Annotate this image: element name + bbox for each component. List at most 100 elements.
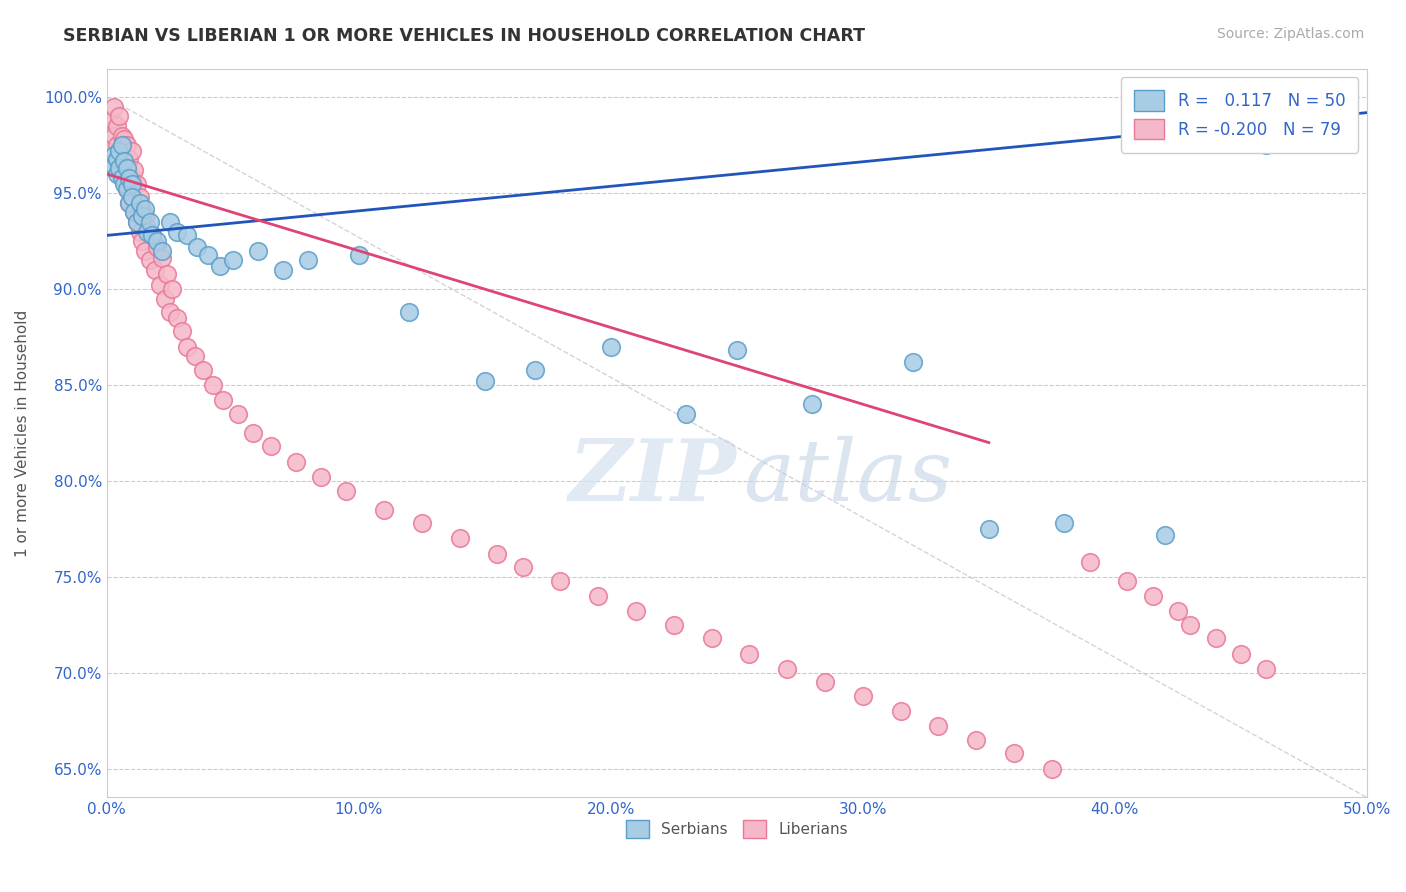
Point (141, 228, 163, 243)
Point (1116, 574, 1139, 588)
Point (1002, 747, 1025, 761)
Point (103, 100, 125, 114)
Point (105, 138, 128, 153)
Legend: Serbians, Liberians: Serbians, Liberians (620, 814, 853, 845)
Point (814, 675, 837, 690)
Point (246, 244, 269, 258)
Y-axis label: 1 or more Vehicles in Household: 1 or more Vehicles in Household (15, 310, 30, 557)
Point (226, 407, 249, 421)
Point (124, 205, 146, 219)
Point (890, 704, 912, 718)
Point (128, 225, 150, 239)
Point (166, 225, 188, 239)
Text: SERBIAN VS LIBERIAN 1 OR MORE VEHICLES IN HOUSEHOLD CORRELATION CHART: SERBIAN VS LIBERIAN 1 OR MORE VEHICLES I… (63, 27, 865, 45)
Point (977, 522, 1000, 536)
Point (1230, 647, 1253, 661)
Point (172, 324, 194, 338)
Point (108, 161, 131, 176)
Point (222, 253, 245, 268)
Point (1040, 762, 1063, 776)
Point (111, 138, 134, 153)
Point (101, 113, 124, 128)
Point (159, 215, 181, 229)
Point (112, 132, 135, 146)
Point (191, 362, 214, 376)
Point (141, 228, 163, 243)
Point (105, 119, 128, 133)
Point (105, 167, 128, 181)
Point (108, 110, 131, 124)
Point (121, 144, 143, 158)
Point (101, 157, 124, 171)
Point (146, 240, 169, 254)
Point (1254, 662, 1277, 676)
Point (136, 225, 159, 239)
Point (965, 732, 987, 747)
Point (115, 182, 138, 196)
Point (131, 202, 153, 216)
Point (138, 253, 160, 268)
Point (271, 263, 294, 277)
Point (309, 470, 332, 484)
Text: Source: ZipAtlas.com: Source: ZipAtlas.com (1216, 27, 1364, 41)
Point (524, 362, 547, 376)
Point (725, 343, 748, 358)
Point (125, 215, 148, 229)
Point (1205, 632, 1227, 646)
Point (149, 278, 172, 293)
Point (112, 153, 135, 168)
Point (134, 244, 156, 258)
Point (111, 157, 134, 171)
Point (150, 252, 173, 266)
Point (159, 305, 181, 319)
Point (398, 305, 420, 319)
Point (176, 228, 198, 243)
Point (186, 240, 208, 254)
Point (118, 195, 141, 210)
Point (121, 190, 143, 204)
Point (197, 247, 219, 261)
Point (156, 267, 179, 281)
Point (335, 483, 357, 498)
Point (184, 349, 207, 363)
Point (125, 177, 148, 191)
Point (103, 128, 125, 143)
Point (108, 144, 131, 158)
Point (134, 209, 156, 223)
Point (138, 215, 160, 229)
Point (115, 161, 138, 176)
Point (1330, 110, 1353, 124)
Point (128, 195, 150, 210)
Point (1254, 138, 1277, 153)
Point (136, 220, 159, 235)
Point (662, 617, 685, 632)
Point (112, 177, 135, 191)
Point (550, 574, 572, 588)
Point (111, 170, 134, 185)
Point (1053, 516, 1076, 530)
Point (259, 439, 281, 453)
Point (1154, 527, 1177, 541)
Point (700, 632, 723, 646)
Text: atlas: atlas (744, 435, 952, 518)
Point (118, 152, 141, 166)
Point (105, 152, 128, 166)
Point (125, 215, 148, 229)
Point (1167, 604, 1189, 618)
Point (801, 397, 824, 411)
Point (124, 163, 146, 178)
Point (586, 589, 609, 603)
Point (111, 128, 134, 143)
Point (176, 340, 198, 354)
Point (599, 340, 621, 354)
Point (118, 170, 141, 185)
Point (121, 170, 143, 185)
Point (347, 247, 370, 261)
Point (449, 532, 471, 546)
Point (1078, 554, 1101, 568)
Point (115, 182, 138, 196)
Point (134, 202, 156, 216)
Point (474, 374, 496, 388)
Point (901, 355, 924, 369)
Point (738, 647, 761, 661)
